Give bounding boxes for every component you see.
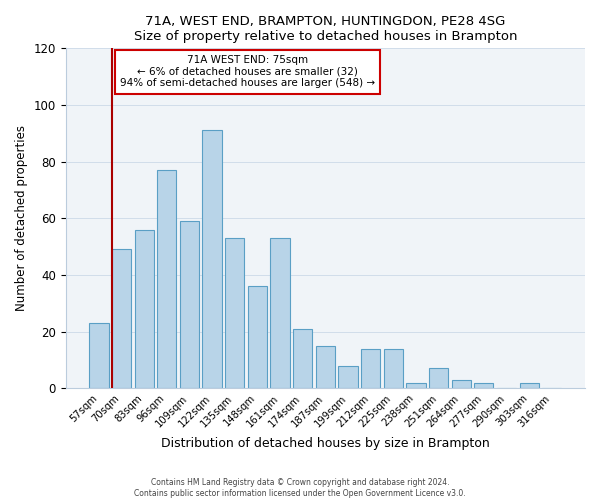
Bar [112, 250, 131, 388]
Bar [316, 346, 335, 388]
Bar [180, 221, 199, 388]
Bar [134, 230, 154, 388]
Y-axis label: Number of detached properties: Number of detached properties [15, 126, 28, 312]
Bar [202, 130, 222, 388]
Bar [429, 368, 448, 388]
Bar [361, 348, 380, 388]
Bar [225, 238, 244, 388]
Title: 71A, WEST END, BRAMPTON, HUNTINGDON, PE28 4SG
Size of property relative to detac: 71A, WEST END, BRAMPTON, HUNTINGDON, PE2… [134, 15, 517, 43]
Bar [474, 382, 493, 388]
Bar [406, 382, 425, 388]
Bar [89, 323, 109, 388]
Bar [338, 366, 358, 388]
Bar [452, 380, 471, 388]
Bar [520, 382, 539, 388]
Bar [248, 286, 267, 388]
Bar [271, 238, 290, 388]
X-axis label: Distribution of detached houses by size in Brampton: Distribution of detached houses by size … [161, 437, 490, 450]
Bar [293, 328, 313, 388]
Text: Contains HM Land Registry data © Crown copyright and database right 2024.
Contai: Contains HM Land Registry data © Crown c… [134, 478, 466, 498]
Bar [157, 170, 176, 388]
Text: 71A WEST END: 75sqm
← 6% of detached houses are smaller (32)
94% of semi-detache: 71A WEST END: 75sqm ← 6% of detached hou… [120, 55, 375, 88]
Bar [383, 348, 403, 388]
